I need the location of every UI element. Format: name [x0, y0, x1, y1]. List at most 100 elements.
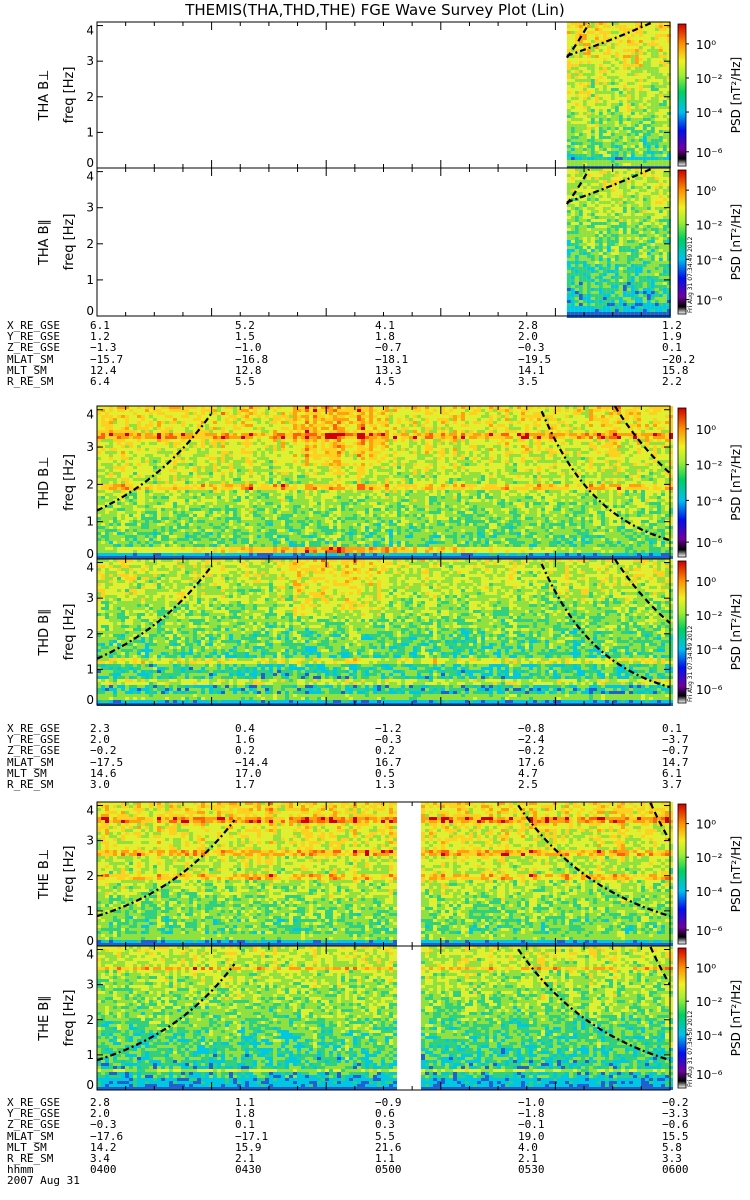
spectrogram-panel-the-bperp: 0 1 2 3 4 THE B⊥ freq [Hz] 10⁰ 10⁻² 10⁻⁴ 10⁻⁶ PSD […	[37, 801, 743, 948]
ephemeris-value: −0.7	[375, 342, 402, 353]
ephemeris-value: 2.3	[90, 723, 110, 734]
ephemeris-row-label: MLAT_SM	[7, 1131, 53, 1142]
ephemeris-value: 19.0	[518, 1131, 545, 1142]
ephemeris-value: −0.3	[518, 342, 545, 353]
ephemeris-row-label: Y_RE_GSE	[7, 1108, 60, 1119]
ephemeris-value: 14.6	[90, 768, 117, 779]
colorbar-tick-label: 10⁰	[696, 818, 716, 832]
ephemeris-row-label: MLT_SM	[7, 365, 47, 376]
ephemeris-value: 0.1	[662, 342, 682, 353]
ephemeris-value: 1.1	[375, 1153, 395, 1164]
colorbar-tick-label: 10⁻⁴	[696, 1029, 723, 1043]
ephemeris-value: 1.7	[235, 779, 255, 790]
colorbar: 10⁰ 10⁻² 10⁻⁴ 10⁻⁶ PSD [nT²/Hz] Fri Aug 31 07…	[677, 947, 743, 1089]
y-tick-label: 3	[86, 54, 94, 68]
ephemeris-value: 1.8	[375, 331, 395, 342]
colorbar-tick-label: 10⁻²	[696, 995, 723, 1009]
ephemeris-value: −0.1	[518, 1119, 545, 1130]
ephemeris-value: 0.2	[375, 745, 395, 756]
y-tick-label: 4	[86, 170, 94, 184]
ephemeris-value: 0500	[375, 1164, 402, 1175]
y-tick-label: 3	[86, 591, 94, 605]
ephemeris-value: −19.5	[518, 354, 551, 365]
ephemeris-row-label: MLT_SM	[7, 768, 47, 779]
ephemeris-value: 1.6	[235, 734, 255, 745]
ephemeris-value: 0.3	[375, 1119, 395, 1130]
y-axis-unit: freq [Hz]	[62, 604, 77, 661]
y-tick-label: 3	[86, 201, 94, 215]
gyrofrequency-curves	[565, 21, 654, 59]
y-tick-label: 0	[86, 934, 94, 948]
ephemeris-value: 6.4	[90, 376, 110, 387]
y-axis-unit: freq [Hz]	[62, 454, 77, 511]
ephemeris-value: 15.8	[662, 365, 689, 376]
y-tick-label: 2	[86, 627, 94, 641]
ephemeris-value: 4.5	[375, 376, 395, 387]
colorbar-tick-label: 10⁰	[696, 184, 716, 198]
ephemeris-value: 3.0	[90, 779, 110, 790]
ephemeris-value: −0.7	[662, 745, 689, 756]
y-tick-label: 2	[86, 90, 94, 104]
ephemeris-value: 14.1	[518, 365, 545, 376]
panel-label: THA B⊥	[37, 70, 52, 122]
spectrogram-panel-tha-bpar: 0 1 2 3 4 THA B∥ freq [Hz] 10⁰ 10⁻² 10⁻⁴ 10⁻⁶ PSD […	[37, 167, 743, 318]
ephemeris-value: 4.0	[518, 1142, 538, 1153]
ephemeris-value: 0600	[662, 1164, 689, 1175]
timestamp-stamp: Fri Aug 31 07:34:49 2012	[687, 236, 694, 313]
y-tick-label: 1	[86, 1048, 94, 1062]
spectrogram-cells	[566, 168, 671, 318]
colorbar-tick-label: 10⁻²	[696, 219, 723, 233]
y-tick-label: 2	[86, 1013, 94, 1027]
ephemeris-row-label: Y_RE_GSE	[7, 331, 60, 342]
ephemeris-value: 2.5	[518, 779, 538, 790]
ephemeris-row-label: Z_RE_GSE	[7, 1119, 60, 1130]
colorbar-tick-label: 10⁻²	[696, 609, 723, 623]
ephemeris-row-label: Y_RE_GSE	[7, 734, 60, 745]
panel-label: THE B∥	[37, 995, 52, 1041]
y-tick-label: 2	[86, 869, 94, 883]
colorbar-tick-label: 10⁰	[696, 423, 716, 437]
colorbar: 10⁰ 10⁻² 10⁻⁴ 10⁻⁶ PSD [nT²/Hz]	[677, 407, 743, 558]
ephemeris-value: 0.1	[235, 1119, 255, 1130]
colorbar-tick-label: 10⁻⁶	[696, 924, 723, 938]
y-tick-label: 3	[86, 834, 94, 848]
spectrogram-panel-thd-bpar: 0 1 2 3 4 THD B∥ freq [Hz] 10⁰ 10⁻² 10⁻⁴ 10⁻⁶ PSD […	[37, 558, 743, 707]
ephemeris-value: 2.1	[518, 1153, 538, 1164]
y-tick-label: 4	[86, 408, 94, 422]
y-tick-label: 2	[86, 237, 94, 251]
gyrofrequency-curves	[565, 167, 654, 205]
y-tick-label: 4	[86, 561, 94, 575]
ephemeris-value: 0530	[518, 1164, 545, 1175]
ephemeris-value: 1.2	[662, 320, 682, 331]
ephemeris-value: −15.7	[90, 354, 123, 365]
ephemeris-value: 17.6	[518, 757, 545, 768]
ephemeris-value: −17.1	[235, 1131, 268, 1142]
colorbar-tick-label: 10⁰	[696, 962, 716, 976]
y-tick-label: 3	[86, 978, 94, 992]
ephemeris-value: −17.6	[90, 1131, 123, 1142]
ephemeris-row-label: MLAT_SM	[7, 354, 53, 365]
ephemeris-value: 2.0	[518, 331, 538, 342]
colorbar-tick-label: 10⁻⁴	[696, 253, 723, 267]
ephemeris-row-label: R_RE_SM	[7, 1153, 53, 1164]
y-axis-unit: freq [Hz]	[62, 67, 77, 124]
spectrogram-cells	[97, 559, 673, 706]
ephemeris-value: 14.2	[90, 1142, 117, 1153]
y-tick-label: 0	[86, 156, 94, 170]
colorbar-tick-label: 10⁻⁶	[696, 683, 723, 697]
timestamp-stamp: Fri Aug 31 07:34:49 2012	[687, 625, 694, 702]
y-tick-label: 0	[86, 1078, 94, 1092]
colorbar: 10⁰ 10⁻² 10⁻⁴ 10⁻⁶ PSD [nT²/Hz]	[677, 23, 743, 167]
spectrogram-panel-thd-bperp: 0 1 2 3 4 THD B⊥ freq [Hz] 10⁰ 10⁻² 10⁻⁴ 10⁻⁶ PSD […	[37, 405, 743, 561]
colorbar-tick-label: 10⁻⁴	[696, 885, 723, 899]
timestamp-stamp: Fri Aug 31 07:34:50 2012	[687, 1010, 694, 1087]
ephemeris-value: 6.1	[662, 768, 682, 779]
y-tick-label: 0	[86, 304, 94, 318]
ephemeris-row-label: MLT_SM	[7, 1142, 47, 1153]
y-tick-label: 1	[86, 904, 94, 918]
ephemeris-value: −0.2	[662, 1097, 689, 1108]
colorbar-label: PSD [nT²/Hz]	[729, 204, 743, 280]
y-tick-label: 1	[86, 125, 94, 139]
ephemeris-value: 5.5	[375, 1131, 395, 1142]
ephemeris-value: −18.1	[375, 354, 408, 365]
